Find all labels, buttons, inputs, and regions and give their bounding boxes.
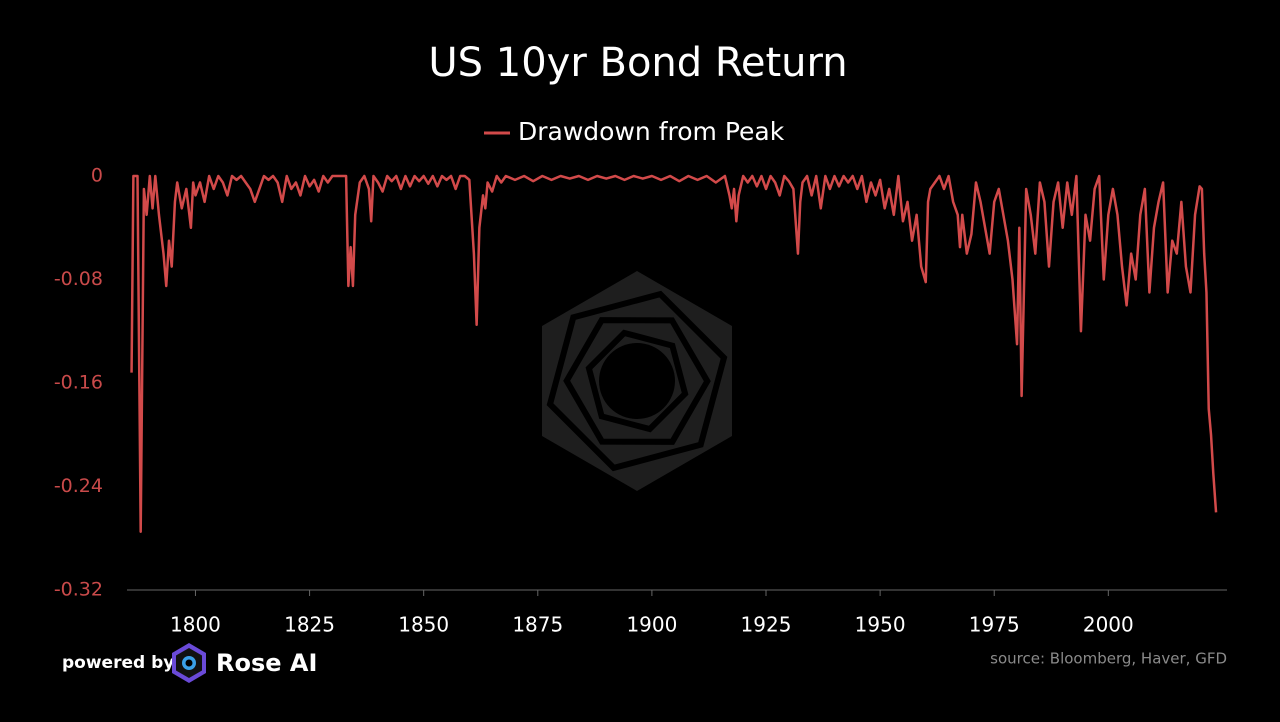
x-tick-label: 1825 xyxy=(284,613,335,637)
legend-label: Drawdown from Peak xyxy=(518,117,785,146)
brand-logo xyxy=(172,643,206,683)
y-tick-label: -0.24 xyxy=(54,475,103,497)
line-series xyxy=(130,174,1218,534)
x-tick-label: 1950 xyxy=(855,613,906,637)
x-tick-label: 1875 xyxy=(512,613,563,637)
x-tick-label: 1975 xyxy=(969,613,1020,637)
x-tick-label: 1850 xyxy=(398,613,449,637)
brand-name: Rose AI xyxy=(216,649,317,677)
x-tick-label: 1925 xyxy=(741,613,792,637)
y-tick-label: -0.08 xyxy=(54,268,103,290)
x-tick-label: 1900 xyxy=(626,613,677,637)
chart-title: US 10yr Bond Return xyxy=(428,40,847,86)
source: source: Bloomberg, Haver, GFD xyxy=(990,650,1227,668)
powered-by: powered by xyxy=(62,653,174,673)
x-tick-label: 2000 xyxy=(1083,613,1134,637)
x-tick-label: 1800 xyxy=(170,613,221,637)
y-tick-label: -0.32 xyxy=(54,579,103,601)
y-tick-label: 0 xyxy=(91,165,103,187)
y-tick-label: -0.16 xyxy=(54,372,103,394)
watermark xyxy=(542,271,732,491)
